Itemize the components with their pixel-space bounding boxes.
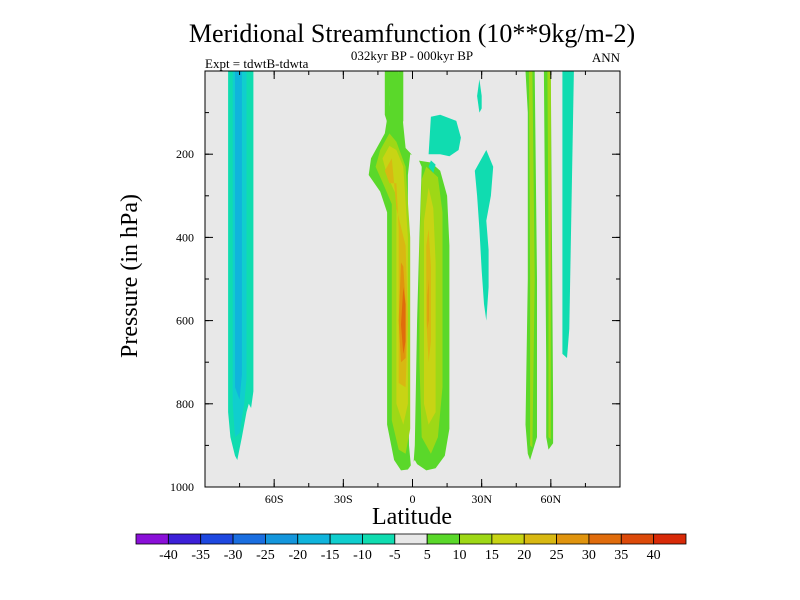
colorbar-swatch [265, 533, 299, 545]
colorbar-swatch [167, 533, 202, 545]
colorbar-swatch [329, 533, 363, 545]
colorbar-swatch [653, 533, 687, 545]
colorbar-swatch [588, 533, 622, 545]
y-tick-label: 400 [176, 230, 194, 244]
colorbar-swatch [232, 533, 266, 545]
contour-region-cell-mid-c [562, 71, 574, 358]
y-axis-label: Pressure (in hPa) [117, 194, 143, 358]
colorbar-label: 5 [424, 548, 431, 563]
colorbar-label: -5 [389, 548, 401, 563]
contour-region-cell-ne-a [428, 114, 461, 157]
colorbar-swatch [459, 533, 493, 545]
colorbar-label: -15 [321, 548, 340, 563]
contour-region-cell-eq-r4 [427, 279, 429, 329]
colorbar-label: -25 [256, 548, 275, 563]
contour-region-cell-ne-c [477, 79, 482, 113]
colorbar-label: 20 [517, 548, 531, 563]
contour-region-cell-ne-b [428, 160, 436, 173]
colorbar-swatch [135, 533, 169, 545]
x-tick-label: 0 [410, 492, 416, 506]
axis-ticks: 60S 30S 0 30N 60N 200 400 600 800 1000 [170, 71, 621, 506]
x-axis-label: Latitude [372, 504, 452, 530]
x-tick-label: 60S [265, 492, 284, 506]
colorbar-label: 15 [485, 548, 499, 563]
contour-region-cell-ne-d [474, 150, 494, 321]
contour-region-cell-mid-e [547, 71, 551, 440]
colorbar-label: 40 [647, 548, 661, 563]
colorbar-swatch [200, 533, 234, 545]
x-tick-label: 60N [540, 492, 561, 506]
colorbar-swatch [297, 533, 331, 545]
colorbar-label: -40 [159, 548, 178, 563]
y-tick-label: 200 [176, 147, 194, 161]
contour-region-cell-sh-c [235, 71, 242, 400]
season-label: ANN [592, 50, 621, 65]
chart-title: Meridional Streamfunction (10**9kg/m-2) [189, 19, 635, 48]
contour-region-cell-eq-l5 [401, 287, 406, 354]
colorbar-swatch [394, 533, 428, 545]
contour-region-cell-sh-d [247, 71, 253, 404]
y-tick-label: 1000 [170, 480, 194, 494]
colorbar-label: -10 [353, 548, 372, 563]
chart-subtitle: 032kyr BP - 000kyr BP [351, 48, 473, 63]
colorbar-swatch [620, 533, 655, 545]
colorbar-label: 25 [550, 548, 564, 563]
contour-region-cell-tr-2 [398, 71, 404, 130]
contour-region-cell-eq-cut [407, 154, 422, 469]
contour-fills [228, 71, 574, 471]
contour-region-cell-tr-1 [384, 71, 390, 130]
y-tick-label: 600 [176, 314, 194, 328]
colorbar-label: -20 [288, 548, 307, 563]
colorbar-swatch [556, 533, 590, 545]
colorbar-swatch [362, 533, 396, 545]
colorbar-label: -35 [191, 548, 210, 563]
experiment-label: Expt = tdwtB-tdwta [205, 56, 309, 71]
x-tick-label: 30S [334, 492, 353, 506]
contour-region-cell-mid-d [528, 71, 535, 448]
colorbar-label: 10 [453, 548, 467, 563]
colorbar-label: 30 [582, 548, 596, 563]
x-tick-label: 30N [471, 492, 492, 506]
colorbar-swatch [523, 533, 557, 545]
colorbar-swatch [426, 533, 460, 545]
colorbar-label: 35 [614, 548, 628, 563]
colorbar-label: -30 [224, 548, 243, 563]
colorbar-swatch [491, 533, 525, 545]
colorbar: -40 -35 -30 -25 -20 -15 -10 -5 5 10 15 20 25 30 35 40 [135, 533, 687, 563]
y-tick-label: 800 [176, 397, 194, 411]
